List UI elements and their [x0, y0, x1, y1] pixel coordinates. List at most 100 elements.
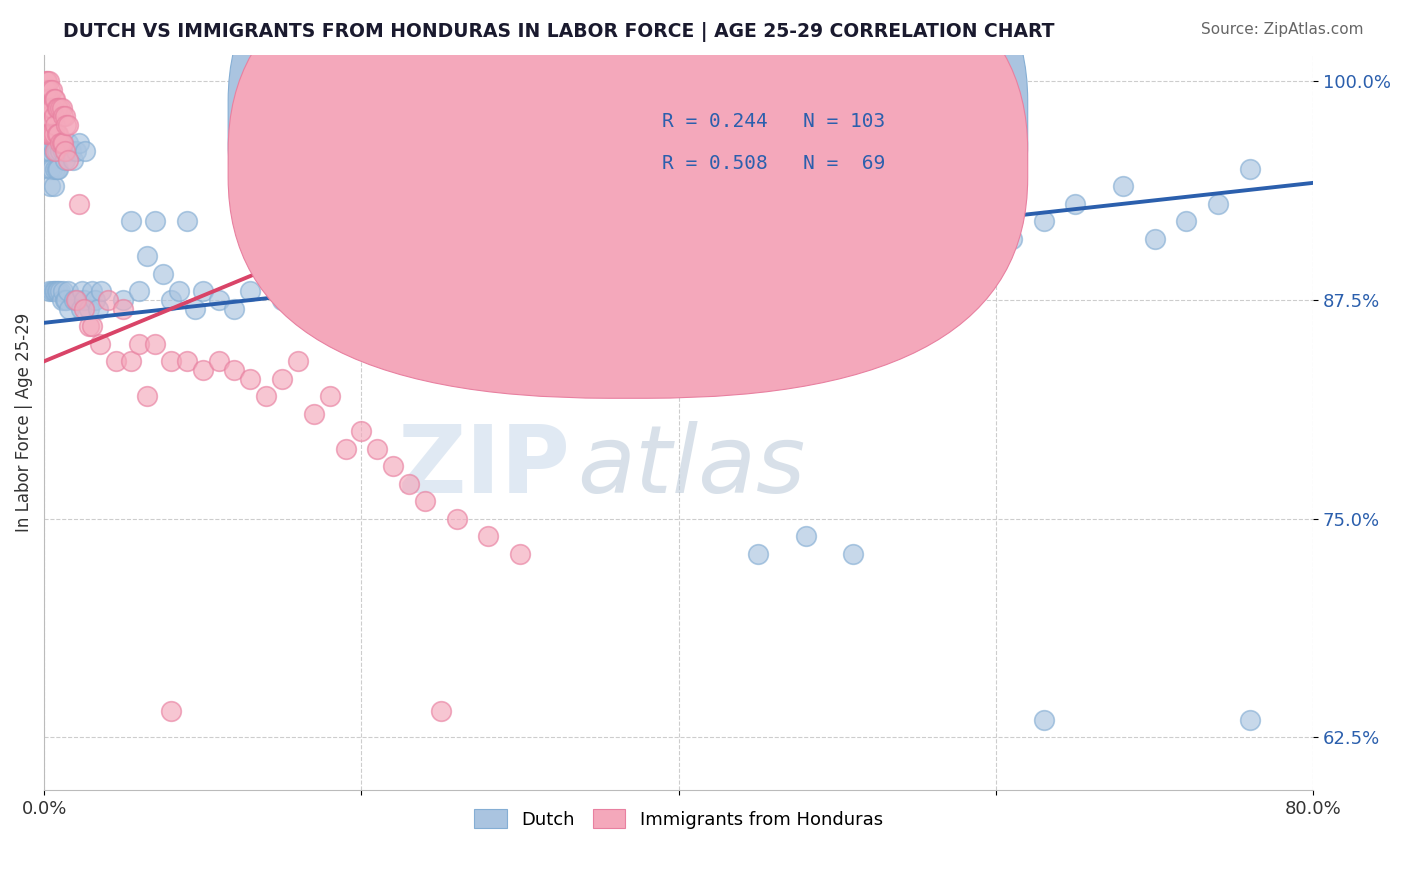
- Text: Source: ZipAtlas.com: Source: ZipAtlas.com: [1201, 22, 1364, 37]
- Point: [254, 214, 277, 228]
- Point: [39, 127, 62, 141]
- Point: [207, 354, 229, 368]
- Point: [56, 118, 79, 132]
- Point: [668, 285, 690, 299]
- Point: [318, 293, 340, 307]
- Point: [794, 529, 817, 543]
- Point: [37, 83, 59, 97]
- FancyBboxPatch shape: [591, 70, 927, 187]
- Point: [83, 293, 105, 307]
- Point: [48, 127, 70, 141]
- Point: [48, 161, 70, 176]
- Point: [87, 301, 110, 316]
- Point: [67, 136, 90, 150]
- Point: [762, 232, 785, 246]
- Point: [1206, 197, 1229, 211]
- Text: DUTCH VS IMMIGRANTS FROM HONDURAS IN LABOR FORCE | AGE 25-29 CORRELATION CHART: DUTCH VS IMMIGRANTS FROM HONDURAS IN LAB…: [63, 22, 1054, 42]
- Point: [254, 389, 277, 403]
- Point: [104, 354, 127, 368]
- Point: [53, 145, 76, 159]
- Point: [45, 285, 67, 299]
- Point: [41, 101, 63, 115]
- Y-axis label: In Labor Force | Age 25-29: In Labor Force | Age 25-29: [15, 313, 32, 533]
- Point: [858, 249, 880, 263]
- Point: [49, 136, 72, 150]
- Point: [55, 293, 77, 307]
- Point: [75, 145, 97, 159]
- Point: [51, 293, 73, 307]
- Point: [827, 214, 849, 228]
- Point: [167, 285, 190, 299]
- Point: [44, 145, 66, 159]
- Point: [39, 145, 62, 159]
- Point: [73, 301, 96, 316]
- Point: [73, 293, 96, 307]
- Point: [461, 285, 484, 299]
- Point: [143, 214, 166, 228]
- Point: [52, 145, 75, 159]
- Point: [37, 74, 59, 88]
- Point: [38, 92, 60, 106]
- Point: [39, 161, 62, 176]
- Point: [90, 285, 112, 299]
- Point: [37, 101, 59, 115]
- Point: [699, 214, 721, 228]
- Point: [38, 127, 60, 141]
- Point: [44, 92, 66, 106]
- Point: [39, 101, 62, 115]
- Point: [446, 512, 468, 526]
- Point: [41, 285, 63, 299]
- Point: [287, 214, 309, 228]
- Point: [366, 442, 388, 456]
- Point: [143, 336, 166, 351]
- Point: [48, 285, 70, 299]
- Point: [239, 372, 262, 386]
- Point: [335, 285, 357, 299]
- Point: [65, 145, 87, 159]
- Point: [48, 101, 70, 115]
- Point: [51, 136, 73, 150]
- Point: [413, 214, 436, 228]
- Point: [56, 153, 79, 167]
- Point: [45, 145, 67, 159]
- Point: [49, 101, 72, 115]
- Point: [842, 547, 865, 561]
- Point: [45, 127, 67, 141]
- Point: [70, 285, 93, 299]
- Point: [69, 301, 91, 316]
- Point: [44, 161, 66, 176]
- Point: [318, 389, 340, 403]
- Point: [184, 301, 207, 316]
- Point: [42, 285, 65, 299]
- Point: [38, 285, 60, 299]
- Point: [52, 285, 75, 299]
- Text: R = 0.508   N =  69: R = 0.508 N = 69: [662, 153, 886, 173]
- Point: [42, 179, 65, 194]
- Point: [80, 285, 103, 299]
- Point: [97, 293, 120, 307]
- Point: [398, 476, 420, 491]
- Point: [48, 136, 70, 150]
- Point: [1064, 197, 1087, 211]
- Point: [38, 127, 60, 141]
- Point: [55, 145, 77, 159]
- Point: [938, 214, 960, 228]
- Point: [224, 363, 246, 377]
- Point: [128, 285, 150, 299]
- Point: [509, 214, 531, 228]
- Point: [77, 301, 100, 316]
- Point: [350, 424, 373, 438]
- Point: [636, 232, 658, 246]
- Point: [42, 127, 65, 141]
- Point: [350, 214, 373, 228]
- Point: [55, 118, 77, 132]
- Point: [477, 529, 499, 543]
- Text: R = 0.244   N = 103: R = 0.244 N = 103: [662, 112, 886, 131]
- Point: [540, 285, 562, 299]
- Point: [969, 249, 991, 263]
- Point: [191, 363, 214, 377]
- Point: [67, 197, 90, 211]
- FancyBboxPatch shape: [228, 0, 1028, 399]
- Point: [494, 232, 516, 246]
- Point: [128, 336, 150, 351]
